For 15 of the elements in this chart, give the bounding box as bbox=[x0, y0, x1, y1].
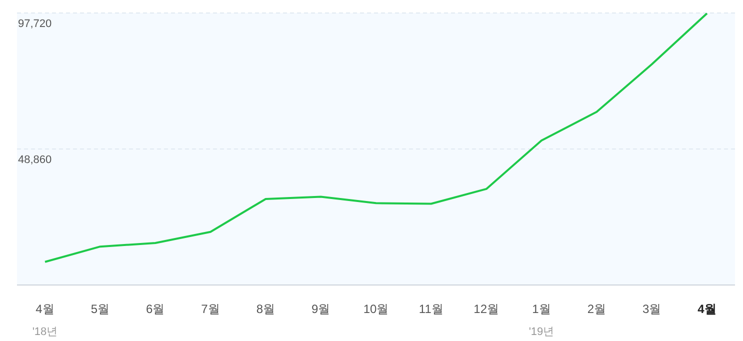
x-tick-label: 4월 bbox=[698, 302, 716, 316]
y-tick-label: 48,860 bbox=[18, 154, 52, 166]
x-tick-label: 10월 bbox=[363, 302, 389, 316]
x-tick-label: 4월 '18년 bbox=[32, 302, 58, 338]
x-tick-label: 6월 bbox=[146, 302, 165, 316]
x-tick-label: 1월 '19년 bbox=[528, 302, 554, 338]
x-tick-label: 9월 bbox=[311, 302, 330, 316]
x-tick-label: 11월 bbox=[418, 302, 444, 316]
x-tick-label: 2월 bbox=[587, 302, 606, 316]
x-tick-label: 8월 bbox=[256, 302, 276, 316]
x-tick-label: 5월 bbox=[90, 302, 110, 316]
y-tick-label: 97,720 bbox=[18, 18, 52, 30]
x-tick-label: 3월 bbox=[642, 302, 662, 316]
x-tick-label: 12월 bbox=[474, 302, 500, 316]
x-tick-label: 7월 bbox=[201, 302, 220, 316]
